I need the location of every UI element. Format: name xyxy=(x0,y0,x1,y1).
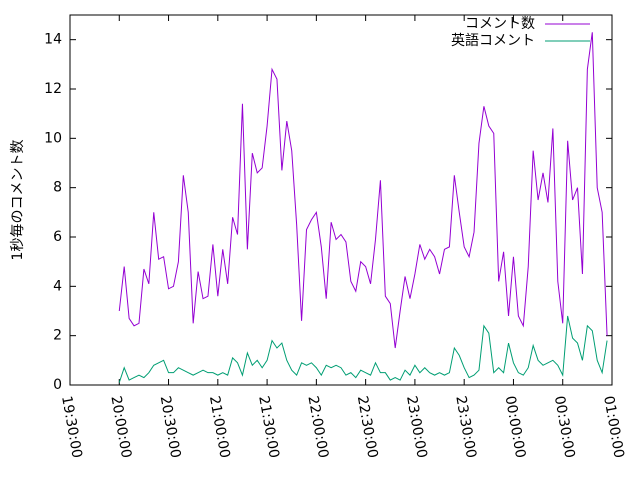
y-tick-label: 8 xyxy=(53,180,62,196)
x-tick-label: 23:00:00 xyxy=(403,395,430,460)
legend-label: 英語コメント xyxy=(451,32,535,49)
x-tick-label: 00:30:00 xyxy=(551,395,578,460)
series-line xyxy=(118,315,608,383)
x-tick-label: 20:30:00 xyxy=(157,395,184,460)
legend-label: コメント数 xyxy=(465,16,535,32)
x-tick-label: 20:00:00 xyxy=(107,395,134,460)
plot-border xyxy=(69,14,613,386)
x-tick-label: 19:30:00 xyxy=(58,395,85,460)
y-tick-label: 10 xyxy=(44,130,62,146)
y-tick-label: 2 xyxy=(53,328,62,344)
x-tick-label: 21:30:00 xyxy=(255,395,282,460)
x-tick-label: 22:00:00 xyxy=(304,395,331,460)
y-tick-label: 12 xyxy=(44,81,62,97)
y-axis-label: 1秒毎のコメント数 xyxy=(10,140,26,261)
x-tick-label: 22:30:00 xyxy=(354,395,381,460)
x-tick-label: 00:00:00 xyxy=(502,395,529,460)
x-tick-label: 23:30:00 xyxy=(452,395,479,460)
x-tick-label: 01:00:00 xyxy=(600,395,627,460)
x-tick-label: 21:00:00 xyxy=(206,395,233,460)
y-tick-label: 6 xyxy=(53,229,62,245)
series-line xyxy=(118,32,608,349)
y-tick-label: 4 xyxy=(53,278,62,294)
y-tick-label: 14 xyxy=(44,32,62,48)
y-tick-label: 0 xyxy=(53,377,62,393)
